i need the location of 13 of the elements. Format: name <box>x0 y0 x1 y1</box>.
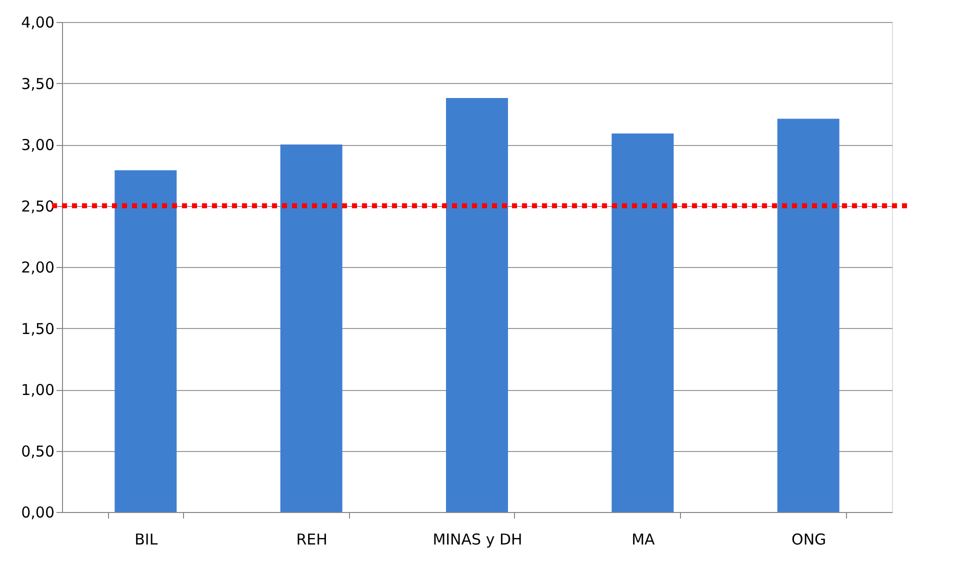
y-tick-label: 0,00 <box>21 504 54 522</box>
y-tick-label: 0,50 <box>21 442 54 460</box>
x-tick-label: MINAS y DH <box>432 530 522 548</box>
y-tick-label: 3,50 <box>21 74 54 93</box>
y-tick-label: 2,00 <box>21 258 54 276</box>
x-tick-label: BIL <box>134 530 158 548</box>
y-tick-label: 1,50 <box>21 320 54 338</box>
y-tick-label: 3,00 <box>21 136 54 154</box>
y-tick-label: 4,00 <box>21 14 54 32</box>
x-tick-label: ONG <box>792 530 826 548</box>
y-tick-label: 1,00 <box>21 381 54 399</box>
x-tick-label: MA <box>632 530 656 548</box>
x-tick-label: REH <box>296 530 328 548</box>
